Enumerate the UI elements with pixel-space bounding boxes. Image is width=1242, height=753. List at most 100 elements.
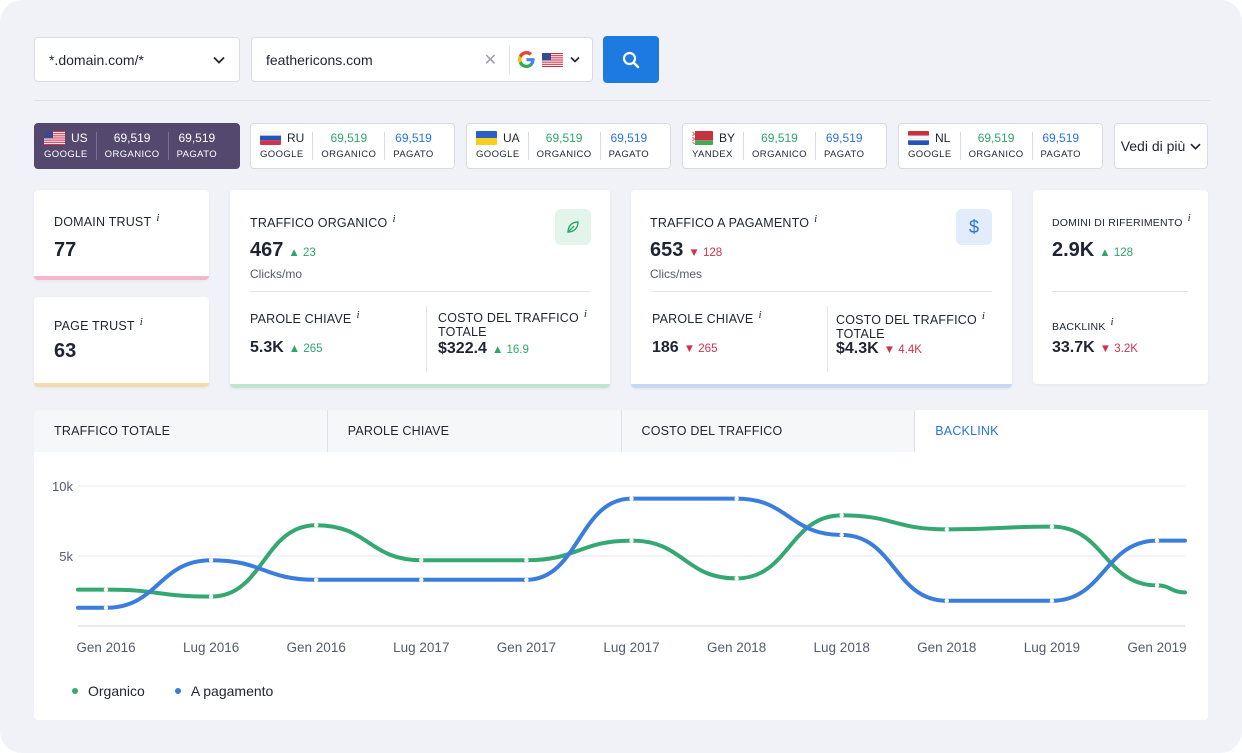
backlink-label: BACKLINK i (1052, 316, 1114, 333)
info-icon[interactable]: i (139, 316, 143, 328)
domain-mode-value: *.domain.com/* (49, 51, 144, 68)
tab-backlink[interactable]: BACKLINK (915, 410, 1208, 452)
paid-label: PAGATO (608, 148, 650, 160)
country-pill-ua[interactable]: UA GOOGLE 69,519 ORGANICO 69,519 PAGATO (466, 123, 671, 169)
country-code: NL (935, 130, 951, 145)
info-icon[interactable]: i (356, 309, 360, 321)
info-icon[interactable]: i (981, 310, 986, 322)
organic-cell: 69,519 ORGANICO (529, 130, 600, 162)
organic-cost-value: $322.4 (438, 340, 487, 357)
legend-item-organic[interactable]: Organico (72, 683, 145, 699)
country-code: BY (719, 130, 736, 145)
page-trust-value: 63 (54, 340, 77, 362)
paid-cell: 69,519 PAGATO (601, 130, 657, 162)
organic-cell: 69,519 ORGANICO (961, 130, 1032, 162)
legend-label-organic: Organico (88, 683, 145, 699)
organic-label: ORGANICO (321, 148, 377, 160)
legend-label-paid: A pagamento (190, 683, 274, 699)
organic-value: 69,519 (545, 130, 583, 145)
delta-up: ▲ 23 (288, 247, 316, 259)
backlink-value: 33.7K (1052, 339, 1095, 356)
organic-value: 69,519 (330, 130, 368, 145)
clear-icon[interactable]: ✕ (483, 51, 497, 69)
info-icon[interactable]: i (156, 212, 160, 224)
divider (827, 306, 828, 372)
organic-cell: 69,519 ORGANICO (313, 130, 384, 162)
dollar-icon: $ (956, 209, 992, 245)
country-pill-by[interactable]: BY YANDEX 69,519 ORGANICO 69,519 PAGATO (682, 123, 887, 169)
domain-trust-card: DOMAIN TRUST i 77 (34, 190, 209, 280)
tab-traffic-cost[interactable]: COSTO DEL TRAFFICO (622, 410, 916, 452)
divider (651, 291, 992, 292)
domain-mode-select[interactable]: *.domain.com/* (34, 37, 240, 82)
organic-traffic-value: 467 (250, 239, 284, 261)
info-icon[interactable]: i (814, 213, 818, 225)
paid-cost-row: $4.3K ▼ 4.4K (836, 340, 922, 358)
legend-dot-organic (72, 688, 78, 694)
engine-label: GOOGLE (908, 148, 952, 160)
legend-item-paid[interactable]: A pagamento (174, 683, 274, 699)
card-accent-bar (34, 383, 209, 387)
see-more-button[interactable]: Vedi di più (1114, 123, 1208, 169)
tab-total-traffic[interactable]: TRAFFICO TOTALE (34, 410, 328, 452)
country-pill-us[interactable]: US GOOGLE 69,519 ORGANICO 69,519 PAGATO (34, 123, 240, 169)
country-cell: UA GOOGLE (467, 130, 528, 162)
page-trust-label: PAGE TRUST i (54, 316, 143, 333)
organic-label: ORGANICO (104, 148, 160, 160)
domain-trust-value: 77 (54, 239, 77, 261)
organic-cost-row: $322.4 ▲ 16.9 (438, 340, 529, 358)
page-trust-card: PAGE TRUST i 63 (34, 297, 209, 387)
paid-label: PAGATO (823, 148, 865, 160)
search-icon (622, 51, 640, 68)
ua-flag-icon (476, 131, 497, 145)
delta-up: ▲ 265 (288, 343, 323, 355)
paid-label: PAGATO (393, 148, 434, 160)
divider (599, 132, 601, 160)
paid-cell: 69,519 PAGATO (385, 130, 441, 162)
paid-cell: 69,519 PAGATO (169, 130, 225, 162)
organic-traffic-card: TRAFFICO ORGANICO i 467 ▲ 23 Clicks/mo PA… (230, 190, 610, 388)
organic-cost-label: COSTO DEL TRAFFICO i TOTALE (438, 308, 588, 339)
divider (814, 132, 816, 160)
delta-down: ▼ 4.4K (883, 344, 922, 356)
referring-domains-value: 2.9K (1052, 239, 1095, 261)
country-cell: RU GOOGLE (251, 130, 312, 162)
paid-label: PAGATO (176, 148, 218, 160)
paid-unit: Clics/mes (650, 267, 703, 281)
country-cell: NL GOOGLE (899, 130, 960, 162)
engine-select[interactable] (518, 51, 580, 68)
paid-cost-value: $4.3K (836, 340, 879, 357)
country-pill-nl[interactable]: NL GOOGLE 69,519 ORGANICO 69,519 PAGATO (898, 123, 1103, 169)
paid-value: 69,519 (178, 130, 216, 145)
paid-cost-label: COSTO DEL TRAFFICO i TOTALE (836, 310, 986, 341)
search-button[interactable] (603, 36, 659, 83)
divider (1052, 291, 1188, 292)
organic-value: 69,519 (761, 130, 798, 145)
divider (743, 132, 745, 160)
country-code: US (71, 130, 88, 145)
paid-keywords-label: PAROLE CHIAVE i (652, 309, 762, 326)
paid-label: PAGATO (1040, 148, 1081, 160)
paid-traffic-value: 653 (650, 239, 684, 261)
chevron-down-icon (213, 56, 225, 64)
domain-search-field[interactable]: feathericons.com ✕ (251, 37, 593, 82)
google-icon (518, 51, 535, 68)
card-accent-bar (230, 384, 610, 388)
info-icon[interactable]: i (1187, 212, 1191, 224)
info-icon[interactable]: i (1110, 316, 1114, 328)
info-icon[interactable]: i (583, 308, 588, 320)
legend-dot-paid (174, 688, 181, 694)
nl-flag-icon (908, 131, 929, 145)
country-code: UA (503, 130, 520, 145)
info-icon[interactable]: i (392, 213, 396, 225)
us-flag-icon (542, 52, 563, 67)
info-icon[interactable]: i (758, 309, 762, 321)
tab-keywords[interactable]: PAROLE CHIAVE (328, 410, 622, 452)
organic-traffic-label: TRAFFICO ORGANICO i (250, 213, 396, 230)
delta-down: ▼ 265 (683, 343, 718, 355)
search-input[interactable]: feathericons.com (266, 51, 373, 68)
organic-keywords-label: PAROLE CHIAVE i (250, 309, 360, 326)
paid-cell: 69,519 PAGATO (816, 130, 872, 162)
country-pill-ru[interactable]: RU GOOGLE 69,519 ORGANICO 69,519 PAGATO (250, 123, 455, 169)
